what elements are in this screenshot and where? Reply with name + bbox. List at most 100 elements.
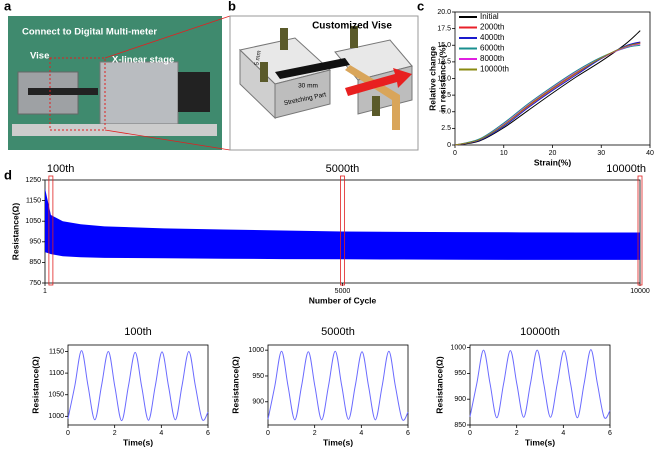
plot-frame [469, 344, 611, 426]
panel-a: a Connect to Digital Multi-meter Vise X-… [4, 0, 231, 151]
annotation: 5000th [326, 163, 360, 175]
data-line [454, 42, 641, 146]
legend-label: 8000th [480, 54, 504, 63]
resistance-band [45, 188, 640, 260]
y-axis-label: Resistance(Ω) [230, 356, 240, 414]
data-line [267, 350, 409, 421]
x-tick-label: 2 [313, 430, 317, 437]
y-tick-label: 1250 [25, 177, 41, 184]
y-axis-label: Resistance(Ω) [30, 356, 40, 414]
y-tick-label: 900 [454, 396, 466, 403]
chart-title: 5000th [321, 326, 355, 338]
y-tick-label: 1150 [26, 197, 41, 204]
photo-label: Vise [30, 51, 49, 62]
x-tick-label: 4 [561, 430, 565, 437]
x-tick-label: 10000 [630, 288, 650, 295]
annotation-box [637, 175, 643, 286]
legend-label: Initial [480, 12, 499, 21]
y-tick-label: 1050 [48, 392, 64, 399]
plot-frame [267, 344, 409, 426]
vise-block [274, 69, 331, 119]
x-tick-label: 6 [206, 430, 210, 437]
y-tick-label: 0 [447, 142, 451, 149]
chart-title: 10000th [520, 326, 560, 338]
y-tick-label: 950 [29, 239, 41, 246]
dimension-label: 30 mm [298, 83, 318, 90]
bolt [260, 62, 268, 82]
annotation: 100th [47, 163, 75, 175]
x-axis-label: Strain(%) [534, 157, 571, 167]
x-tick-label: 2 [113, 430, 117, 437]
y-tick-label: 1000 [48, 413, 64, 420]
legend-label: 2000th [480, 23, 504, 32]
sample [28, 88, 98, 95]
y-tick-label: 7.5 [441, 92, 451, 99]
plot-frame [67, 344, 209, 426]
y-tick-label: 1000 [248, 347, 264, 354]
panel-label: b [228, 0, 236, 13]
y-tick-label: 2.5 [441, 125, 451, 132]
bolt [350, 26, 358, 48]
motor [178, 72, 210, 112]
annotation: 10000th [606, 163, 646, 175]
x-tick-label: 30 [597, 150, 605, 157]
y-tick-label: 1000 [450, 344, 466, 351]
arrow [345, 68, 412, 96]
ruler [12, 124, 217, 136]
x-tick-label: 6 [406, 430, 410, 437]
y-tick-label: 10.0 [437, 75, 451, 82]
panel-label: c [417, 0, 424, 13]
zoom-line [104, 15, 231, 59]
strip [345, 65, 400, 130]
panel-label: d [4, 167, 12, 182]
zoom-line [104, 129, 231, 151]
x-axis-label: Time(s) [323, 437, 353, 447]
photo-label: X-linear stage [112, 55, 174, 66]
x-tick-label: 1 [43, 288, 47, 295]
plot-frame [454, 11, 651, 146]
panel-label: a [4, 0, 12, 13]
stage [99, 61, 179, 125]
y-axis-label: Resistance(Ω) [434, 356, 444, 414]
data-line [469, 349, 611, 419]
highlight-box [49, 57, 106, 131]
y-tick-label: 850 [29, 259, 41, 266]
legend-label: 6000th [480, 44, 504, 53]
y-tick-label: 20.0 [437, 9, 451, 16]
x-axis-label: Time(s) [123, 437, 153, 447]
y-axis-label: in resistance (%) [437, 45, 447, 113]
y-tick-label: 1150 [49, 348, 64, 355]
y-tick-label: 5.0 [441, 109, 451, 116]
legend-label: 10000th [480, 65, 509, 74]
x-tick-label: 6 [608, 430, 612, 437]
y-axis-label: Resistance(Ω) [10, 203, 20, 261]
x-tick-label: 0 [266, 430, 270, 437]
y-tick-label: 17.5 [437, 25, 451, 32]
dimension-label: 5 mm [254, 50, 263, 66]
legend-label: 4000th [480, 33, 504, 42]
y-tick-label: 750 [29, 280, 41, 287]
data-line [67, 350, 209, 422]
x-tick-label: 2 [515, 430, 519, 437]
annotation-box [340, 175, 345, 286]
y-tick-label: 950 [454, 370, 466, 377]
y-axis-label: Relative change [427, 46, 437, 111]
x-axis-label: Time(s) [525, 437, 555, 447]
x-tick-label: 0 [66, 430, 70, 437]
annotation-box [48, 175, 54, 286]
y-tick-label: 15.0 [437, 42, 451, 49]
bolt [280, 28, 288, 50]
x-tick-label: 4 [359, 430, 363, 437]
y-tick-label: 12.5 [437, 59, 451, 66]
y-tick-label: 1100 [49, 370, 64, 377]
x-axis-label: Number of Cycle [309, 295, 377, 305]
y-tick-label: 1050 [25, 218, 41, 225]
y-tick-label: 950 [252, 373, 264, 380]
x-tick-label: 0 [453, 150, 457, 157]
panel-b: b Customized Vise 30 mm Stretching Part … [228, 0, 419, 151]
x-tick-label: 0 [468, 430, 472, 437]
bolt [372, 96, 380, 116]
photo-label: Connect to Digital Multi-meter [22, 27, 157, 38]
x-tick-label: 5000 [335, 288, 351, 295]
